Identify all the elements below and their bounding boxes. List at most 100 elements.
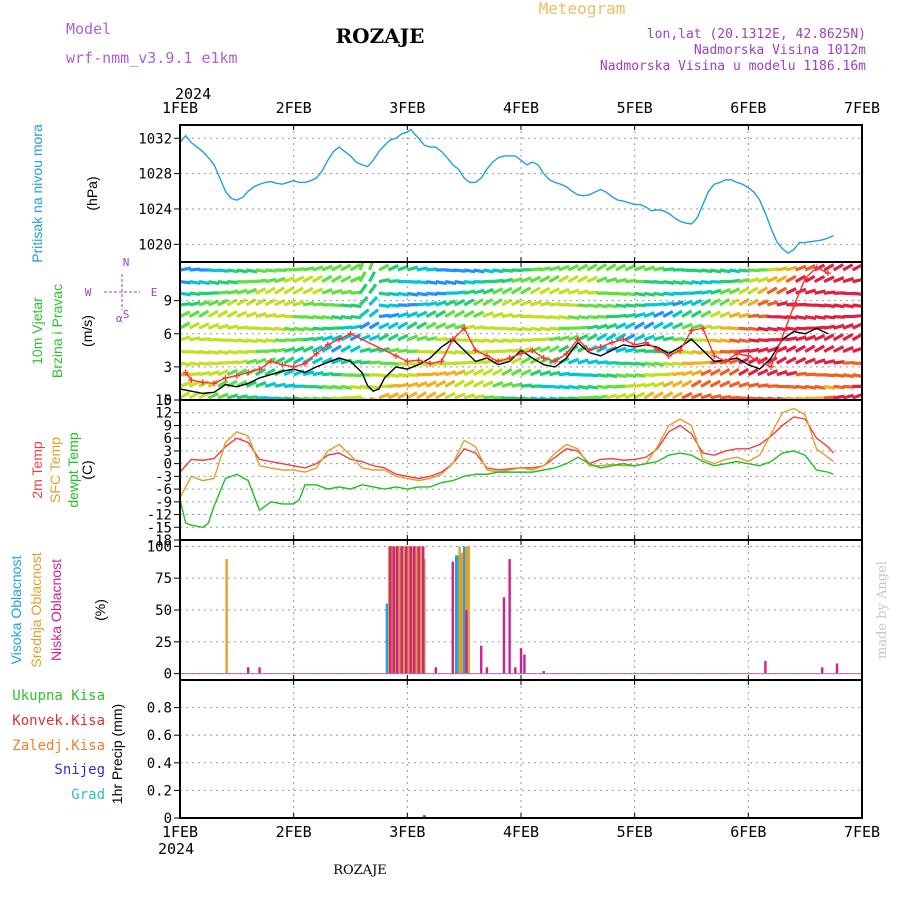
model-elevation-info: Nadmorska Visina u modelu 1186.16m [600,59,866,74]
wind-barb [501,326,514,331]
wind-barb [236,359,248,365]
wind-barb [767,267,779,272]
wind-barb [823,314,836,320]
wind-barb [539,370,551,377]
wind-barb [283,276,296,284]
wind-barb [189,371,201,377]
wind-barb [766,275,778,284]
gust-marker [427,360,434,367]
wind-barb [757,347,769,353]
cloud-bar [508,559,511,674]
wind-barb [662,372,675,377]
wind-barb [595,333,608,342]
wind-barb [558,371,571,377]
wind-barb [614,333,627,342]
wind-barb [700,309,712,318]
wind-barb [728,298,740,307]
wind-barb [227,360,239,365]
wind-barb [236,268,248,274]
wind-barb [501,268,514,273]
cloud-bar [415,546,418,674]
wind-barb [785,274,797,284]
wind-barb [624,392,636,400]
wind-barb [321,384,334,390]
wind-barb [208,268,220,273]
wind-barb [303,384,315,389]
wind-barb [510,298,523,307]
wind-barb [615,291,627,297]
wind-barb [747,356,759,365]
wind-barb [700,360,713,365]
wind-barb [719,349,731,354]
wind-barb [217,338,229,343]
gust-marker [245,369,252,376]
wind-barb [425,380,437,388]
y-tick-label: -6 [155,482,172,498]
cloud-bar [764,660,767,674]
wind-barb [378,333,390,342]
wind-barb [729,268,741,274]
wind-barb [312,370,324,377]
wind-barb [492,338,504,344]
precipitation-panel: 0 0.2 0.4 0.6 0.8 [147,679,863,827]
temperature-ylabel: (C) [79,460,95,479]
wind-barb [265,348,277,354]
wind-barb [738,381,750,388]
cloud-bar [460,552,464,674]
wind-barb [596,345,608,353]
wind-barb [293,346,305,353]
wind-barb [577,358,589,365]
lonlat-info: lon,lat (20.1312E, 42.8625N) [647,27,866,42]
wind-barb [738,268,750,273]
gust-marker [211,380,218,387]
wind-barb [367,262,375,271]
wind-barb [501,357,513,365]
wind-barb [265,268,277,273]
precip-legend-label: Grad [71,787,105,803]
wind-barb [681,379,693,388]
wind-barb [842,263,854,272]
wind-barb [350,314,362,320]
wind-barb [548,344,560,353]
gust-marker [472,347,479,354]
wind-barb [587,373,599,378]
pressure-ylabel: (hPa) [84,176,100,210]
wind-barb [472,379,485,388]
wind-barb [236,338,248,344]
wind-barb [368,321,380,330]
wind-barb [246,338,258,344]
gust-marker [256,366,263,373]
wind-barb [652,321,664,330]
cloud-bar [542,671,545,674]
gust-marker [222,374,229,381]
wind-barb [435,322,447,330]
temperature-ylabel: dewpt Temp [65,432,81,507]
wind-barb [207,299,220,307]
wind-barb [510,356,523,365]
gust-marker [199,379,206,386]
wind-barb [397,321,409,330]
wind-barb [217,268,230,273]
wind-barb [842,276,855,284]
wind-barb [435,391,447,400]
wind-barb [180,310,191,318]
wind-barb [795,314,807,320]
wind-barb [453,309,466,318]
wind-barb [662,361,675,367]
wind-barb [690,379,702,388]
gust-marker [438,358,445,365]
wind-barb [473,394,485,400]
wind-barb [369,347,381,354]
wind-barb [501,348,514,354]
wind-barb [587,395,599,400]
gust-marker [233,372,240,379]
wind-barb [652,310,665,319]
wind-barb [208,280,220,286]
compass-label: W [85,286,92,299]
wind-barb [748,326,760,332]
wind-barb [814,289,826,295]
wind-barb [757,368,769,377]
gust-marker [461,325,468,332]
wind-barb [795,384,807,390]
wind-barb [520,356,532,365]
